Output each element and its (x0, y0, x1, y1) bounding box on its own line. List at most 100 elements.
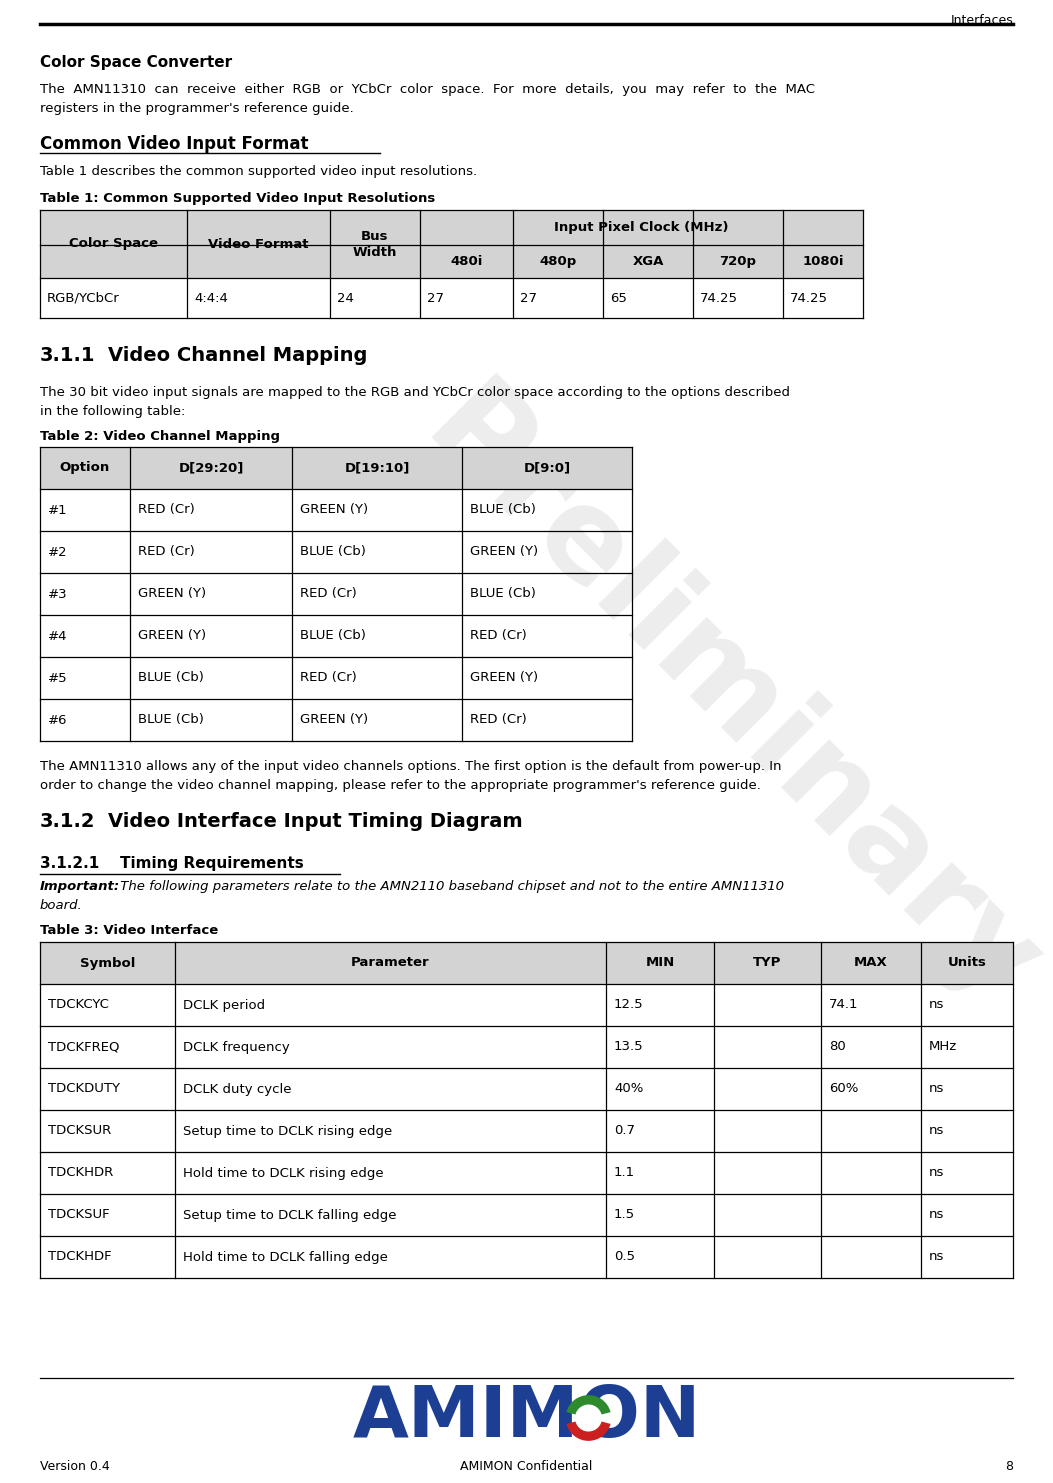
Text: Setup time to DCLK rising edge: Setup time to DCLK rising edge (183, 1124, 393, 1137)
Text: Important:: Important: (40, 879, 120, 893)
Text: 1.1: 1.1 (614, 1167, 635, 1179)
Text: Video Channel Mapping: Video Channel Mapping (108, 346, 367, 365)
Text: GREEN (Y): GREEN (Y) (470, 672, 538, 685)
Text: 74.1: 74.1 (829, 998, 858, 1011)
Text: Video Format: Video Format (208, 237, 309, 251)
Text: Preliminary: Preliminary (399, 369, 1053, 1031)
Text: RED (Cr): RED (Cr) (138, 504, 195, 516)
Bar (40, 245, 863, 277)
Text: ns: ns (929, 1167, 945, 1179)
Text: Parameter: Parameter (352, 957, 430, 970)
Bar (40, 211, 863, 245)
Text: Setup time to DCLK falling edge: Setup time to DCLK falling edge (183, 1209, 397, 1222)
Text: BLUE (Cb): BLUE (Cb) (138, 713, 204, 727)
Text: 1.5: 1.5 (614, 1209, 635, 1222)
Text: DCLK period: DCLK period (183, 998, 265, 1011)
Text: Table 2: Video Channel Mapping: Table 2: Video Channel Mapping (40, 430, 280, 443)
Text: in the following table:: in the following table: (40, 405, 185, 418)
Text: GREEN (Y): GREEN (Y) (300, 504, 369, 516)
Text: 27: 27 (520, 292, 537, 304)
Text: MAX: MAX (854, 957, 888, 970)
Text: 24: 24 (337, 292, 354, 304)
Text: The  AMN11310  can  receive  either  RGB  or  YCbCr  color  space.  For  more  d: The AMN11310 can receive either RGB or Y… (40, 83, 815, 96)
Bar (40, 942, 1013, 985)
Text: 8: 8 (1005, 1459, 1013, 1473)
Text: D[29:20]: D[29:20] (178, 461, 243, 475)
Text: TDCKSUR: TDCKSUR (48, 1124, 112, 1137)
Text: 74.25: 74.25 (700, 292, 738, 304)
Text: BLUE (Cb): BLUE (Cb) (138, 672, 204, 685)
Text: Table 1 describes the common supported video input resolutions.: Table 1 describes the common supported v… (40, 165, 477, 178)
Text: ns: ns (929, 1083, 945, 1096)
Text: Hold time to DCLK rising edge: Hold time to DCLK rising edge (183, 1167, 383, 1179)
Text: 1080i: 1080i (802, 255, 843, 268)
Text: TDCKFREQ: TDCKFREQ (48, 1041, 119, 1053)
Text: board.: board. (40, 899, 83, 912)
Text: BLUE (Cb): BLUE (Cb) (300, 629, 365, 642)
Text: Timing Requirements: Timing Requirements (120, 856, 303, 871)
Text: RED (Cr): RED (Cr) (470, 713, 526, 727)
Text: 27: 27 (428, 292, 444, 304)
Text: TDCKDUTY: TDCKDUTY (48, 1083, 120, 1096)
Text: TDCKHDR: TDCKHDR (48, 1167, 114, 1179)
Text: #2: #2 (48, 546, 67, 559)
Text: The AMN11310 allows any of the input video channels options. The first option is: The AMN11310 allows any of the input vid… (40, 759, 781, 773)
Text: XGA: XGA (632, 255, 663, 268)
Text: 3.1.2: 3.1.2 (40, 813, 96, 830)
Text: Version 0.4: Version 0.4 (40, 1459, 110, 1473)
Text: 480p: 480p (539, 255, 577, 268)
Text: GREEN (Y): GREEN (Y) (300, 713, 369, 727)
Text: ns: ns (929, 998, 945, 1011)
Text: Input Pixel Clock (MHz): Input Pixel Clock (MHz) (554, 221, 729, 234)
Text: 480i: 480i (451, 255, 482, 268)
Wedge shape (567, 1396, 611, 1418)
Text: MHz: MHz (929, 1041, 957, 1053)
Text: GREEN (Y): GREEN (Y) (470, 546, 538, 559)
Text: TDCKHDF: TDCKHDF (48, 1250, 112, 1264)
Text: Symbol: Symbol (80, 957, 135, 970)
Text: 4:4:4: 4:4:4 (194, 292, 227, 304)
Text: RED (Cr): RED (Cr) (300, 672, 357, 685)
Text: 0.7: 0.7 (614, 1124, 635, 1137)
Text: Table 3: Video Interface: Table 3: Video Interface (40, 924, 218, 937)
Text: 80: 80 (829, 1041, 846, 1053)
Text: Color Space: Color Space (69, 237, 158, 251)
Text: D[9:0]: D[9:0] (523, 461, 571, 475)
Text: MIN: MIN (645, 957, 675, 970)
Text: RED (Cr): RED (Cr) (470, 629, 526, 642)
Text: 74.25: 74.25 (790, 292, 828, 304)
Text: D[19:10]: D[19:10] (344, 461, 410, 475)
Text: 40%: 40% (614, 1083, 643, 1096)
Text: #5: #5 (48, 672, 67, 685)
Text: ns: ns (929, 1209, 945, 1222)
Text: TYP: TYP (753, 957, 781, 970)
Text: TDCKSUF: TDCKSUF (48, 1209, 110, 1222)
Text: BLUE (Cb): BLUE (Cb) (300, 546, 365, 559)
Text: The 30 bit video input signals are mapped to the RGB and YCbCr color space accor: The 30 bit video input signals are mappe… (40, 386, 790, 399)
Text: order to change the video channel mapping, please refer to the appropriate progr: order to change the video channel mappin… (40, 779, 761, 792)
Text: 12.5: 12.5 (614, 998, 643, 1011)
Text: 3.1.1: 3.1.1 (40, 346, 96, 365)
Text: #3: #3 (48, 587, 67, 601)
Text: RGB/YCbCr: RGB/YCbCr (47, 292, 120, 304)
Text: 60%: 60% (829, 1083, 858, 1096)
Text: GREEN (Y): GREEN (Y) (138, 629, 206, 642)
Text: RED (Cr): RED (Cr) (138, 546, 195, 559)
Text: Color Space Converter: Color Space Converter (40, 55, 232, 70)
Text: Common Video Input Format: Common Video Input Format (40, 135, 309, 153)
Text: Table 1: Common Supported Video Input Resolutions: Table 1: Common Supported Video Input Re… (40, 191, 435, 205)
Text: AMIMON Confidential: AMIMON Confidential (460, 1459, 593, 1473)
Text: DCLK frequency: DCLK frequency (183, 1041, 290, 1053)
Text: 720p: 720p (719, 255, 756, 268)
Text: RED (Cr): RED (Cr) (300, 587, 357, 601)
Text: AMIMON: AMIMON (353, 1384, 700, 1452)
Bar (40, 446, 632, 489)
Text: 13.5: 13.5 (614, 1041, 643, 1053)
Wedge shape (567, 1418, 611, 1441)
Text: 3.1.2.1: 3.1.2.1 (40, 856, 99, 871)
Circle shape (575, 1404, 602, 1431)
Text: The following parameters relate to the AMN2110 baseband chipset and not to the e: The following parameters relate to the A… (116, 879, 784, 893)
Text: Interfaces: Interfaces (950, 13, 1013, 27)
Text: Bus
Width: Bus Width (353, 230, 397, 258)
Text: #4: #4 (48, 629, 67, 642)
